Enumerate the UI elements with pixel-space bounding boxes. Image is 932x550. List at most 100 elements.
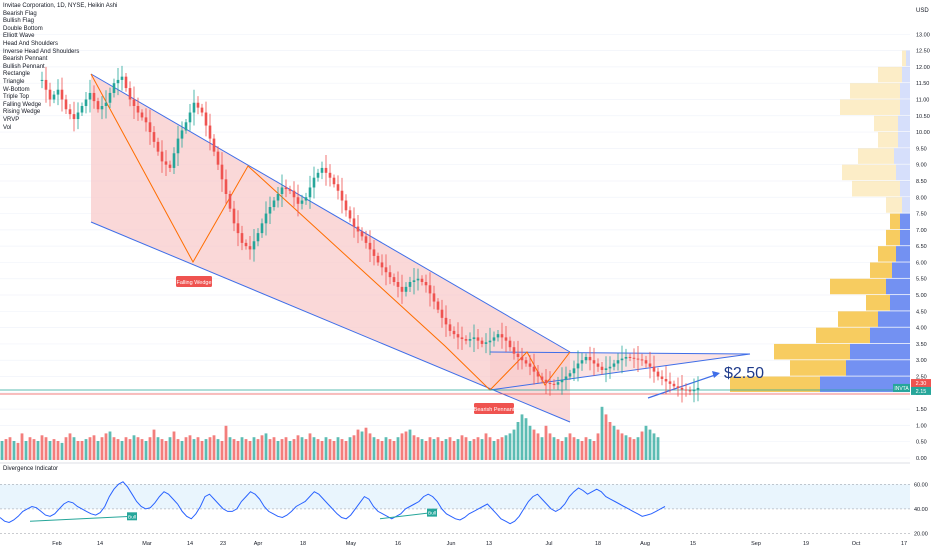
volume-bar bbox=[648, 429, 652, 460]
candle-body bbox=[316, 172, 320, 178]
indicator-item[interactable]: Inverse Head And Shoulders bbox=[3, 48, 80, 55]
volume-bar bbox=[388, 439, 392, 460]
volume-profile-up-bar bbox=[820, 376, 910, 393]
candle-body bbox=[116, 79, 120, 84]
volume-bar bbox=[340, 439, 344, 460]
candle-body bbox=[488, 340, 492, 343]
indicator-item[interactable]: Vol bbox=[3, 124, 12, 131]
candle-body bbox=[200, 107, 204, 113]
indicator-item[interactable]: Bullish Flag bbox=[3, 18, 35, 25]
indicator-item[interactable]: Elliott Wave bbox=[3, 33, 35, 40]
candle-body bbox=[380, 262, 384, 268]
candle-body bbox=[104, 102, 108, 106]
volume-bar bbox=[592, 441, 596, 460]
volume-bar bbox=[636, 437, 640, 460]
volume-bar bbox=[640, 431, 644, 460]
indicator-item[interactable]: VRVP bbox=[3, 116, 20, 123]
volume-bar bbox=[296, 435, 300, 460]
volume-bar bbox=[440, 441, 444, 460]
divergence-pane: Divergence Indicator Bull Bull bbox=[0, 462, 932, 534]
indicator-item[interactable]: Double Bottom bbox=[3, 25, 43, 32]
indicator-item[interactable]: Bearish Pennant bbox=[3, 56, 48, 63]
candle-body bbox=[372, 249, 376, 256]
volume-bar bbox=[320, 441, 324, 460]
candle-body bbox=[556, 382, 560, 385]
indicator-item[interactable]: Bearish Flag bbox=[3, 10, 37, 17]
time-tick-label: Sep bbox=[751, 541, 761, 547]
volume-bar bbox=[564, 437, 568, 460]
volume-bar bbox=[584, 437, 588, 460]
price-axis[interactable]: USD0.000.501.001.502.002.503.003.504.004… bbox=[893, 0, 932, 550]
indicator-item[interactable]: Bullish Pennant bbox=[3, 63, 45, 70]
volume-bar bbox=[492, 441, 496, 460]
time-tick-label: Aug bbox=[640, 541, 650, 547]
volume-bar bbox=[168, 437, 172, 460]
candle-body bbox=[560, 379, 564, 383]
candle-body bbox=[660, 376, 664, 379]
candle-body bbox=[196, 102, 200, 108]
indicator-item[interactable]: Falling Wedge bbox=[3, 101, 42, 108]
candle-body bbox=[420, 278, 424, 282]
price-tick-label: 3.50 bbox=[916, 342, 927, 348]
volume-bar bbox=[20, 433, 24, 460]
candle-body bbox=[356, 226, 360, 232]
volume-bar bbox=[92, 435, 96, 460]
volume-bar bbox=[616, 429, 620, 460]
candle-body bbox=[468, 339, 472, 341]
volume-bar bbox=[156, 437, 160, 460]
indicator-item[interactable]: Rising Wedge bbox=[3, 109, 41, 116]
volume-bar bbox=[36, 441, 40, 460]
volume-profile-up-bar bbox=[900, 213, 910, 230]
indicator-item[interactable]: Triangle bbox=[3, 78, 25, 85]
volume-profile-down-bar bbox=[878, 132, 898, 148]
price-tick-label: 7.50 bbox=[916, 212, 927, 218]
price-tick-label: 1.00 bbox=[916, 423, 927, 429]
indicator-item[interactable]: W-Bottom bbox=[3, 86, 30, 93]
volume-bar bbox=[196, 437, 200, 460]
candle-body bbox=[68, 109, 72, 115]
indicator-item[interactable]: Head And Shoulders bbox=[3, 40, 59, 47]
volume-profile-down-bar bbox=[870, 262, 892, 278]
candle-body bbox=[332, 177, 336, 185]
candle-body bbox=[452, 330, 456, 335]
candle-body bbox=[648, 363, 652, 367]
candle-body bbox=[124, 76, 128, 89]
candle-body bbox=[532, 366, 536, 372]
candle-body bbox=[204, 112, 208, 126]
volume-bar bbox=[300, 437, 304, 460]
volume-bar bbox=[120, 441, 124, 460]
price-tick-label: 0.50 bbox=[916, 440, 927, 446]
candle-body bbox=[180, 130, 184, 139]
candle-body bbox=[232, 208, 236, 224]
candle-body bbox=[84, 99, 88, 106]
volume-bar bbox=[68, 433, 72, 460]
time-tick-label: 23 bbox=[220, 541, 226, 547]
time-axis[interactable]: Feb 14 Mar 14 23 Apr 18 May 16 Jun 13 Jul 18 Aug 15 Sep… bbox=[52, 541, 907, 547]
volume-bar bbox=[304, 439, 308, 460]
price-tick-label: 7.00 bbox=[916, 228, 927, 234]
volume-bar bbox=[472, 439, 476, 460]
price-axis-background bbox=[910, 0, 932, 550]
volume-bar bbox=[56, 441, 60, 460]
volume-bar bbox=[8, 437, 12, 460]
volume-bar bbox=[556, 439, 560, 460]
indicator-list: Bearish Flag Bullish Flag Double Bottom Ell… bbox=[3, 11, 117, 133]
candle-body bbox=[472, 337, 476, 340]
candle-body bbox=[476, 337, 480, 341]
last-price-badge bbox=[911, 379, 931, 388]
candle-body bbox=[156, 141, 160, 152]
price-tick-label: 8.00 bbox=[916, 195, 927, 201]
volume-bar bbox=[508, 433, 512, 460]
volume-bar bbox=[200, 441, 204, 460]
candle-body bbox=[324, 167, 328, 173]
indicator-item[interactable]: Triple Top bbox=[3, 94, 30, 101]
indicator-item[interactable]: Rectangle bbox=[3, 71, 31, 78]
candle-body bbox=[632, 357, 636, 359]
time-tick-label: Jul bbox=[545, 541, 552, 547]
candle-body bbox=[276, 194, 280, 201]
candle-body bbox=[588, 356, 592, 361]
price-tick-label: 11.00 bbox=[916, 97, 929, 103]
volume-bar bbox=[64, 437, 68, 460]
volume-bar bbox=[352, 435, 356, 460]
